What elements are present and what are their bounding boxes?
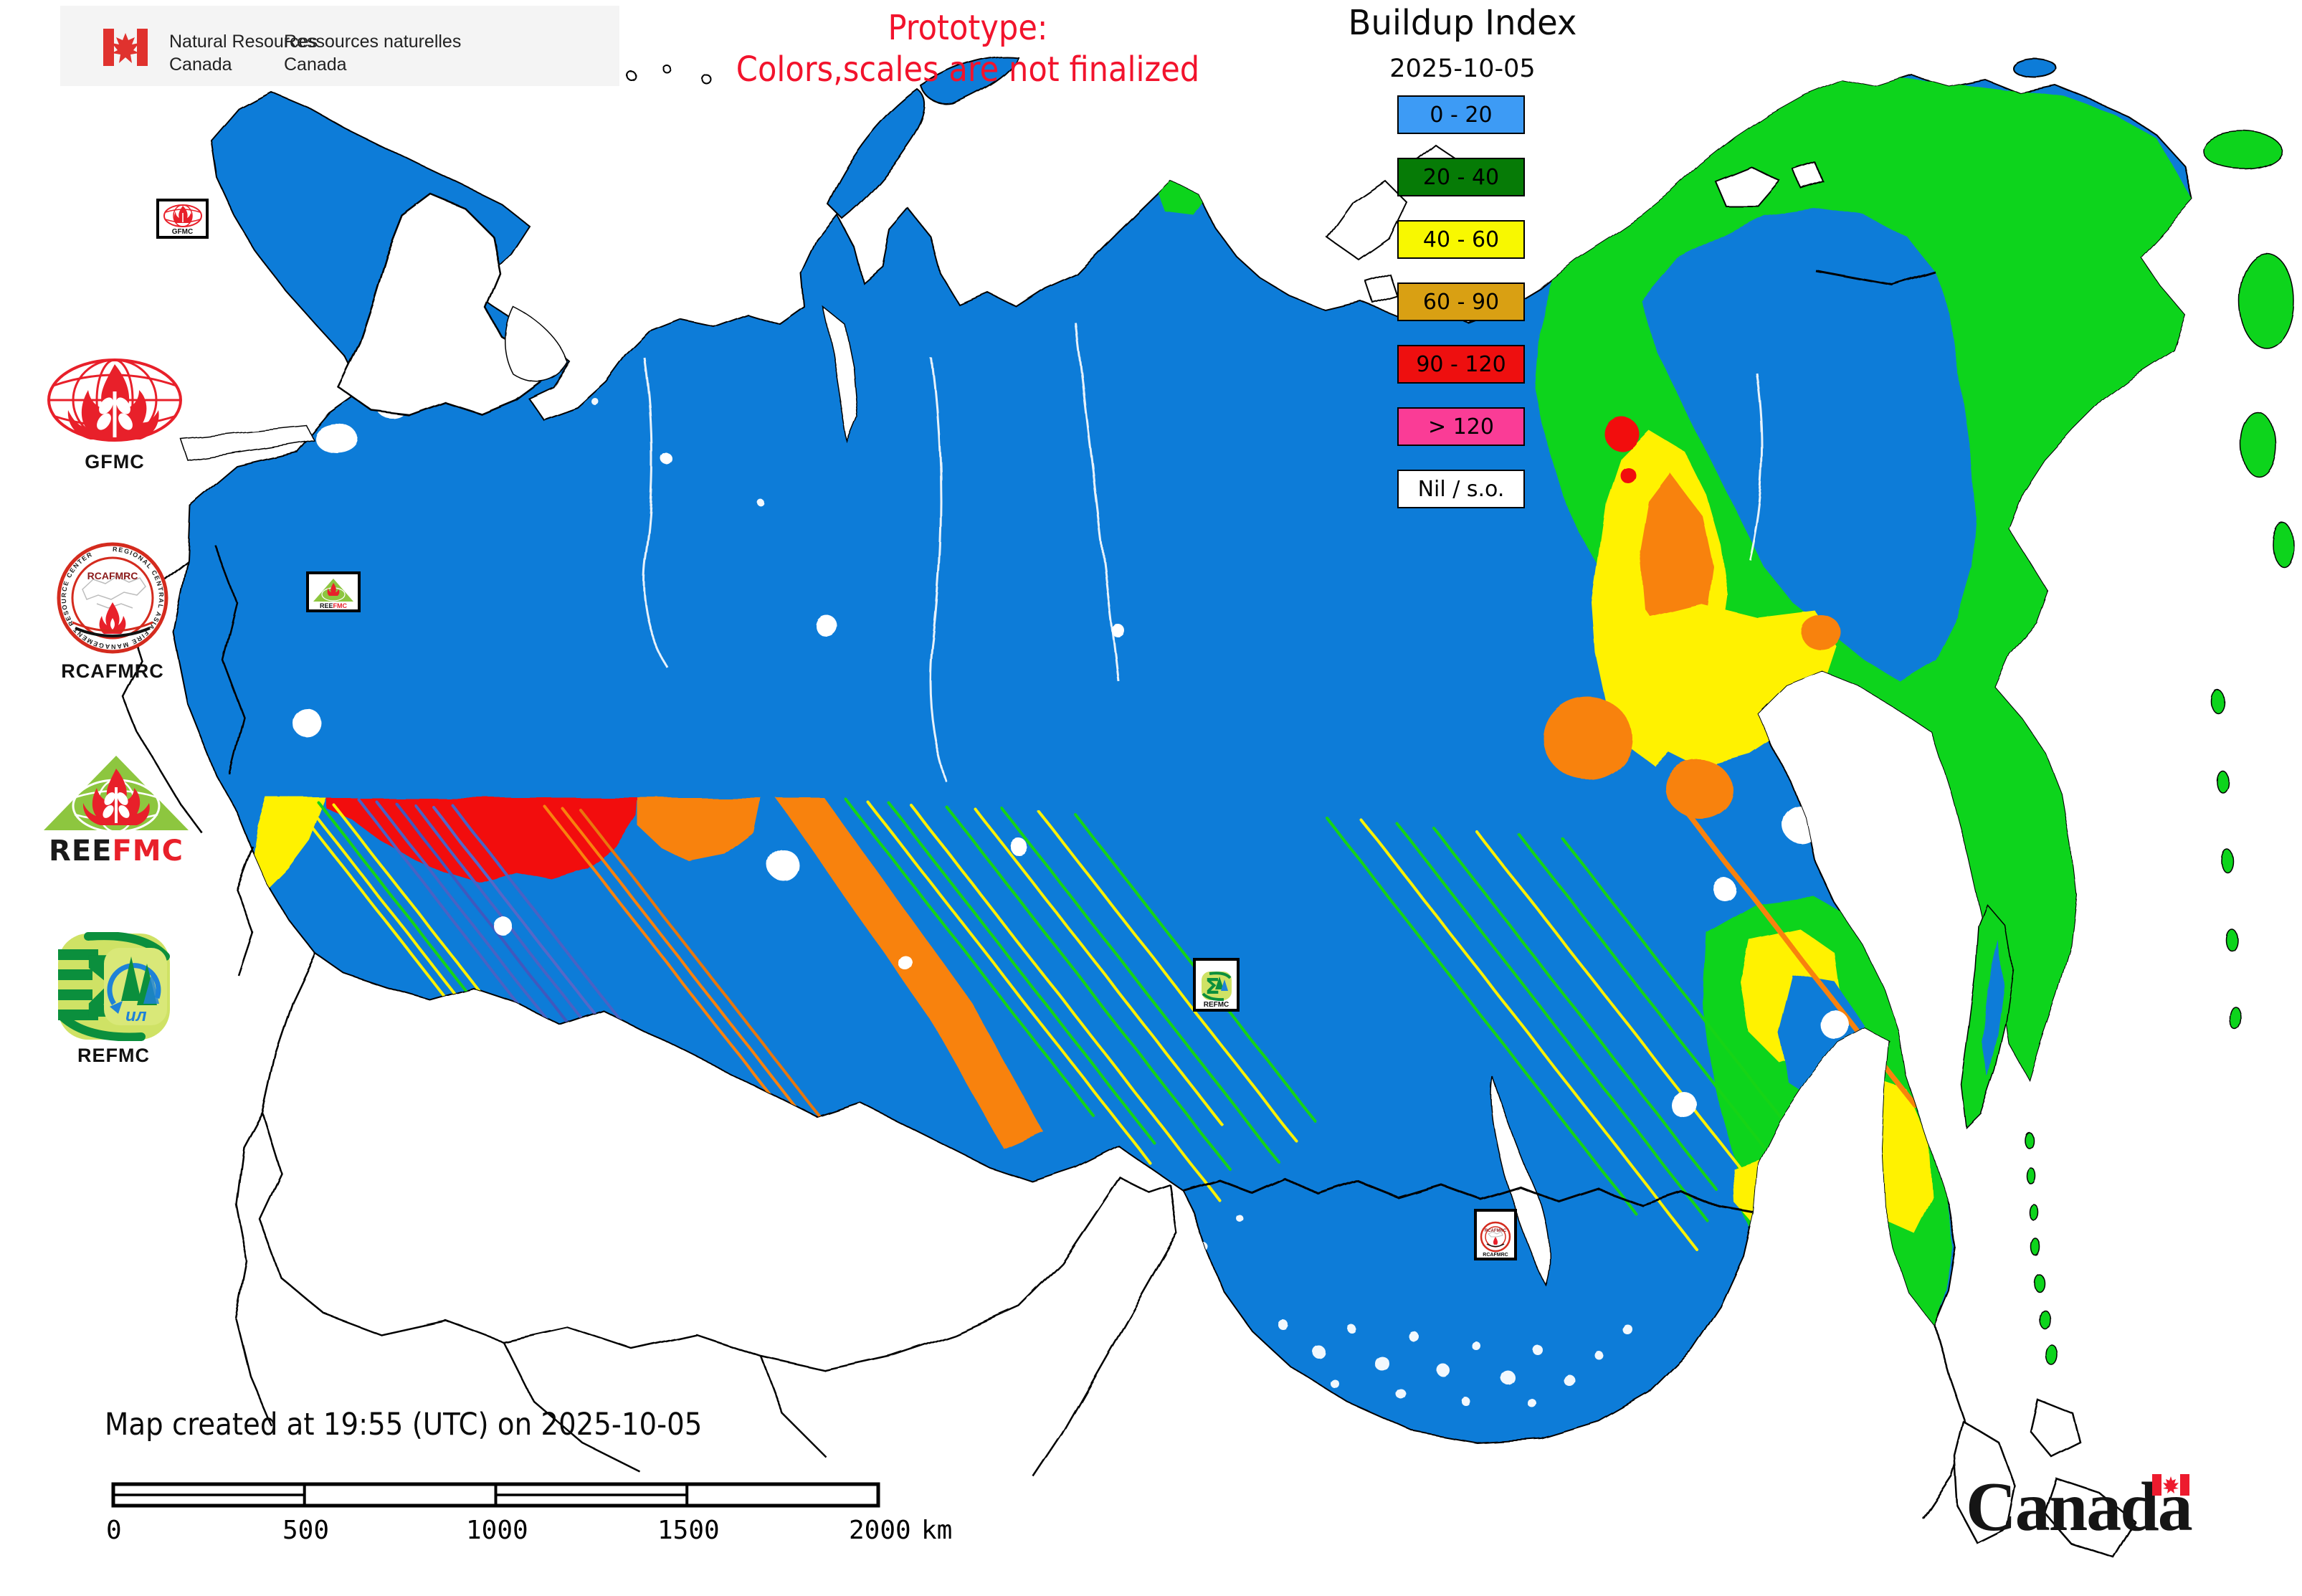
nrcan-fr-line1: Ressources naturelles: [284, 32, 462, 52]
svg-text:Σ: Σ: [1205, 974, 1220, 999]
map-marker-refmc: Σ REFMC: [1193, 958, 1240, 1012]
rcafmrc-mini-icon: RCAFMRC: [1480, 1221, 1511, 1253]
prototype-line2: Colors,scales are not finalized: [736, 49, 1200, 90]
reefmc-label-red: FMC: [112, 835, 184, 868]
svg-text:RCAFMRC: RCAFMRC: [87, 570, 138, 581]
rcafmrc-label: RCAFMRC: [61, 660, 164, 682]
legend-item-nil: Nil / s.o.: [1397, 470, 1525, 508]
map-created-text: Map created at 19:55 (UTC) on 2025-10-05: [105, 1407, 703, 1443]
logo-reefmc: REEFMC: [37, 753, 195, 865]
nrcan-fr-line2: Canada: [284, 54, 347, 75]
reefmc-label-black: REE: [49, 835, 113, 868]
nrcan-signature: Natural Resources Canada Ressources natu…: [60, 6, 619, 86]
scale-tick-1000: 1000: [466, 1516, 528, 1545]
scale-unit: km: [921, 1516, 953, 1545]
reefmc-triangle-icon: [44, 756, 189, 833]
legend-date: 2025-10-05: [1389, 54, 1536, 83]
map-marker-rcafmrc: RCAFMRC RCAFMRC: [1474, 1209, 1517, 1260]
logo-gfmc: GFMC: [43, 356, 186, 473]
refmc-sigma-icon: Σ ил: [57, 931, 170, 1042]
legend: 0 - 20 20 - 40 40 - 60 60 - 90 90 - 120 …: [1397, 95, 1525, 532]
prototype-line1: Prototype:: [888, 8, 1048, 48]
gfmc-label: GFMC: [85, 451, 145, 472]
legend-item-40-60: 40 - 60: [1397, 220, 1525, 259]
nrcan-en-line1: Natural Resources: [169, 32, 318, 52]
rcafmrc-badge-icon: REGIONAL CENTRAL ASIA FIRE MANAGEMENT RE…: [57, 542, 168, 654]
refmc-label: REFMC: [77, 1045, 150, 1066]
map-marker-reefmc: REEFMC: [306, 571, 361, 612]
legend-item-20-40: 20 - 40: [1397, 158, 1525, 196]
map-marker-gfmc: GFMC: [156, 199, 209, 239]
canada-flag-icon: [103, 29, 148, 66]
reefmc-mini-icon: [313, 579, 353, 602]
legend-item-gt-120: > 120: [1397, 407, 1525, 446]
svg-text:RCAFMRC: RCAFMRC: [1485, 1229, 1507, 1233]
gfmc-globe-icon: [47, 358, 182, 442]
legend-title: Buildup Index: [1348, 3, 1577, 43]
scale-bar: [111, 1482, 880, 1508]
scale-tick-2000: 2000: [849, 1516, 911, 1545]
gfmc-mini-icon: [163, 204, 202, 227]
logo-refmc: Σ ил REFMC: [54, 931, 173, 1067]
nrcan-en-line2: Canada: [169, 54, 232, 75]
finland-outline: [337, 194, 545, 417]
legend-item-90-120: 90 - 120: [1397, 345, 1525, 384]
scale-tick-1500: 1500: [657, 1516, 720, 1545]
prototype-warning: Prototype: Colors,scales are not finaliz…: [703, 7, 1232, 90]
legend-item-0-20: 0 - 20: [1397, 95, 1525, 134]
refmc-mini-icon: Σ: [1201, 972, 1232, 1001]
logo-rcafmrc: REGIONAL CENTRAL ASIA FIRE MANAGEMENT RE…: [52, 542, 173, 683]
svg-text:ил: ил: [125, 1006, 147, 1025]
legend-item-60-90: 60 - 90: [1397, 282, 1525, 321]
scale-tick-500: 500: [282, 1516, 330, 1545]
scale-tick-0: 0: [106, 1516, 122, 1545]
canada-wordmark-flag-icon: [2152, 1474, 2189, 1496]
